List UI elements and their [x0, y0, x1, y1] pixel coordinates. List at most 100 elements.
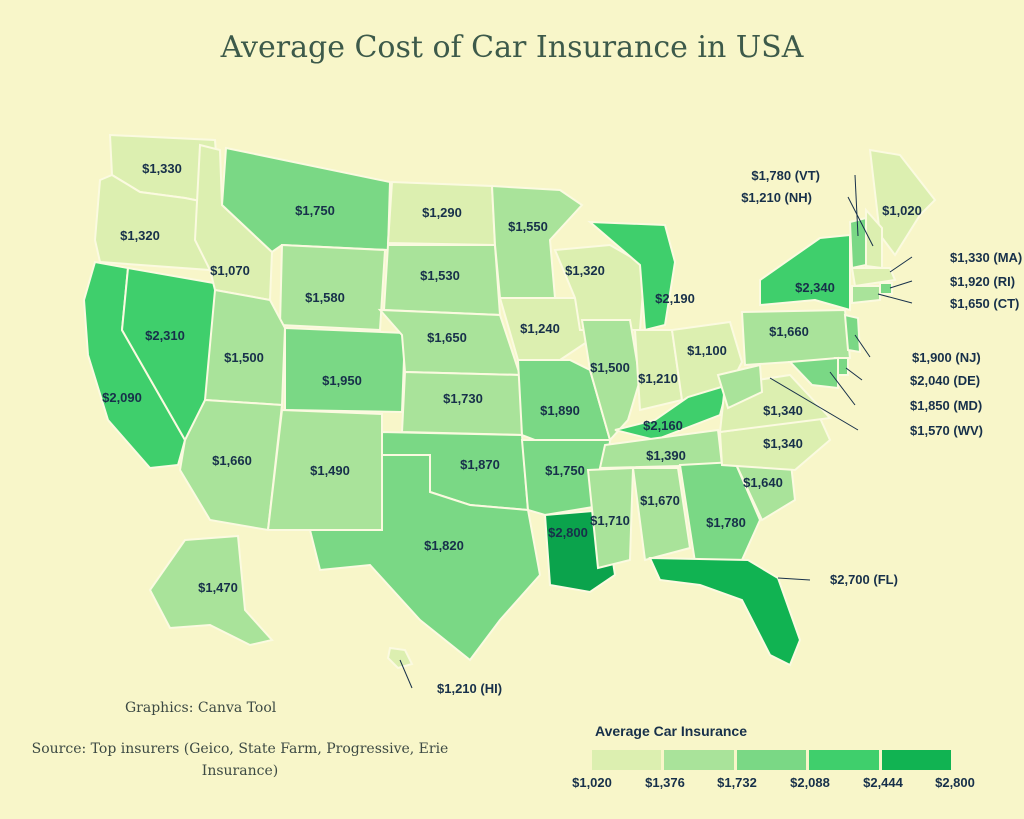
callout-line-ct — [877, 293, 913, 304]
state-value-label-co: $1,950 — [322, 373, 362, 388]
state-value-label-tx: $1,820 — [424, 538, 464, 553]
state-ri — [879, 282, 893, 295]
callout-line-nh — [847, 196, 874, 247]
callout-line-md — [829, 371, 856, 406]
state-value-label-vt: $1,780 (VT) — [751, 168, 820, 183]
state-value-label-nd: $1,290 — [422, 205, 462, 220]
state-ma — [850, 267, 897, 288]
state-al — [631, 467, 692, 562]
state-value-label-tn: $1,390 — [646, 448, 686, 463]
state-value-label-me: $1,020 — [882, 203, 922, 218]
state-vt — [848, 216, 867, 270]
state-value-label-wv: $1,570 (WV) — [910, 423, 983, 438]
callout-line-vt — [854, 174, 859, 237]
state-ut — [203, 288, 287, 407]
state-il — [580, 319, 642, 443]
legend-swatch-3 — [736, 750, 807, 770]
state-ms — [586, 466, 635, 570]
legend-swatch-2 — [664, 750, 734, 770]
state-value-label-nj: $1,900 (NJ) — [912, 350, 981, 365]
state-value-label-or: $1,320 — [120, 228, 160, 243]
state-value-label-ar: $1,750 — [545, 463, 585, 478]
state-value-label-ca: $2,090 — [102, 390, 142, 405]
state-value-label-nc: $1,340 — [763, 436, 803, 451]
state-mi — [587, 220, 677, 332]
state-tx — [308, 454, 542, 662]
state-wy — [278, 243, 387, 332]
state-value-label-id: $1,070 — [210, 263, 250, 278]
callout-line-hi — [399, 659, 413, 689]
state-value-label-fl: $2,700 (FL) — [830, 572, 898, 587]
legend-tick: $2,444 — [863, 775, 903, 790]
state-value-label-ne: $1,650 — [427, 330, 467, 345]
state-value-label-de: $2,040 (DE) — [910, 373, 980, 388]
state-value-label-ga: $1,780 — [706, 515, 746, 530]
legend-tick: $2,088 — [790, 775, 830, 790]
state-md — [787, 356, 839, 390]
state-value-label-in: $1,210 — [638, 371, 678, 386]
state-value-label-nv: $2,310 — [145, 328, 185, 343]
callout-line-fl — [777, 577, 811, 581]
state-value-label-az: $1,660 — [212, 453, 252, 468]
legend-tick: $2,800 — [935, 775, 975, 790]
state-nj — [843, 313, 862, 354]
state-value-label-ky: $2,160 — [643, 418, 683, 433]
legend-tick: $1,020 — [572, 775, 612, 790]
state-value-label-ma: $1,330 (MA) — [950, 250, 1022, 265]
state-co — [284, 326, 407, 414]
state-ny — [759, 233, 851, 312]
state-value-label-mo: $1,890 — [540, 403, 580, 418]
state-fl — [648, 556, 802, 667]
state-value-label-la: $2,800 — [548, 525, 588, 540]
state-value-label-sc: $1,640 — [743, 475, 783, 490]
state-value-label-ut: $1,500 — [224, 350, 264, 365]
state-value-label-mn: $1,550 — [508, 219, 548, 234]
legend-title: Average Car Insurance — [595, 723, 747, 739]
callout-line-wv — [769, 377, 859, 431]
state-value-label-wi: $1,320 — [565, 263, 605, 278]
state-value-label-ms: $1,710 — [590, 513, 630, 528]
state-hi — [386, 646, 414, 670]
legend-swatch-1 — [592, 750, 662, 770]
legend-swatch-4 — [809, 750, 879, 770]
state-value-label-ia: $1,240 — [520, 321, 560, 336]
state-value-label-ks: $1,730 — [443, 391, 483, 406]
state-pa — [740, 308, 852, 367]
state-value-label-il: $1,500 — [590, 360, 630, 375]
state-mn — [490, 184, 584, 299]
state-ct — [851, 285, 881, 305]
state-az — [178, 398, 284, 532]
source-note: Source: Top insurers (Geico, State Farm,… — [31, 741, 449, 779]
state-value-label-al: $1,670 — [640, 493, 680, 508]
state-value-label-ok: $1,870 — [460, 457, 500, 472]
state-value-label-hi: $1,210 (HI) — [437, 681, 502, 696]
state-ia — [498, 297, 592, 361]
state-value-label-wa: $1,330 — [142, 161, 182, 176]
state-value-label-ri: $1,920 (RI) — [950, 274, 1015, 289]
state-ak — [148, 534, 274, 647]
state-value-label-ny: $2,340 — [795, 280, 835, 295]
callout-line-ri — [889, 280, 913, 289]
callout-line-ma — [889, 256, 913, 273]
map-title: Average Cost of Car Insurance in USA — [220, 30, 804, 65]
graphics-credit: Graphics: Canva Tool — [125, 700, 277, 716]
state-ar — [520, 439, 612, 517]
state-value-label-md: $1,850 (MD) — [910, 398, 982, 413]
state-value-label-nh: $1,210 (NH) — [741, 190, 812, 205]
state-value-label-ak: $1,470 — [198, 580, 238, 595]
state-value-label-pa: $1,660 — [769, 324, 809, 339]
callout-line-nj — [854, 334, 871, 358]
legend-swatch-5 — [881, 750, 952, 770]
state-value-label-nm: $1,490 — [310, 463, 350, 478]
state-wv — [716, 363, 764, 410]
state-value-label-ct: $1,650 (CT) — [950, 296, 1019, 311]
state-value-label-oh: $1,100 — [687, 343, 727, 358]
legend-tick: $1,376 — [645, 775, 685, 790]
callout-line-de — [845, 367, 863, 381]
legend-tick: $1,732 — [717, 775, 757, 790]
state-value-label-sd: $1,530 — [420, 268, 460, 283]
state-value-label-va: $1,340 — [763, 403, 803, 418]
legend-color-scale — [592, 750, 954, 770]
state-value-label-mi: $2,190 — [655, 291, 695, 306]
